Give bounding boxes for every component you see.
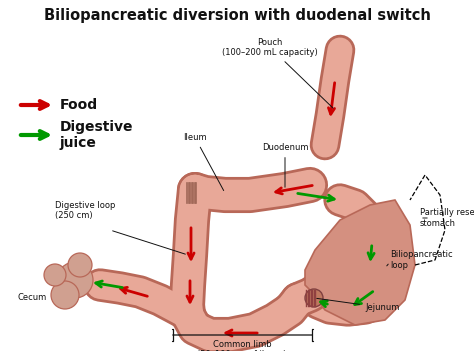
- Text: Common limb
(50–100 cm of ileum): Common limb (50–100 cm of ileum): [197, 340, 287, 351]
- Circle shape: [57, 262, 93, 298]
- Text: Partially resected
stomach: Partially resected stomach: [420, 208, 474, 228]
- Text: Digestive
juice: Digestive juice: [60, 120, 134, 150]
- Text: Cecum: Cecum: [18, 293, 47, 302]
- Text: Biliopancreatic
loop: Biliopancreatic loop: [390, 250, 453, 270]
- Text: Jejunum: Jejunum: [317, 298, 400, 312]
- Circle shape: [305, 289, 323, 307]
- Text: Pouch
(100–200 mL capacity): Pouch (100–200 mL capacity): [222, 38, 333, 108]
- Text: Digestive loop
(250 cm): Digestive loop (250 cm): [55, 201, 115, 220]
- Circle shape: [68, 253, 92, 277]
- Polygon shape: [305, 200, 415, 325]
- Text: Ileum: Ileum: [183, 133, 224, 191]
- Text: Biliopancreatic diversion with duodenal switch: Biliopancreatic diversion with duodenal …: [44, 8, 430, 23]
- Text: Food: Food: [60, 98, 98, 112]
- Circle shape: [51, 281, 79, 309]
- Circle shape: [44, 264, 66, 286]
- Text: Duodenum: Duodenum: [262, 143, 308, 187]
